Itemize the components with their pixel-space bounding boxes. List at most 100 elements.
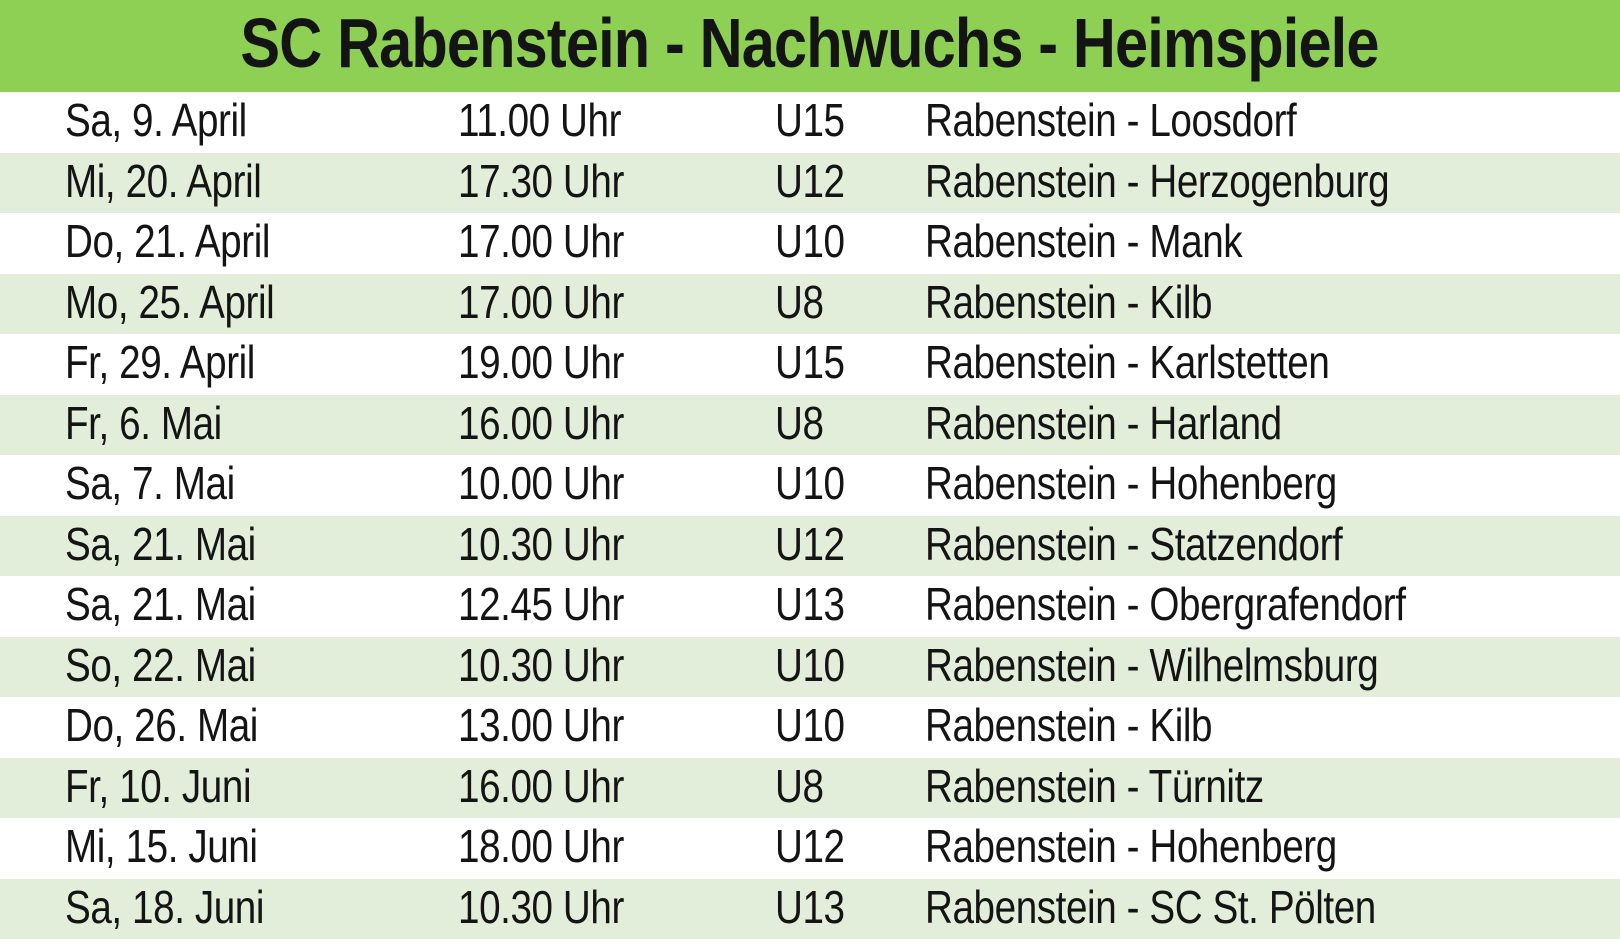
team-category-cell: U8 [775, 400, 925, 450]
match-date-cell: Fr, 6. Mai [65, 400, 458, 450]
table-row: Fr, 10. Juni 16.00 Uhr U8 Rabenstein - T… [0, 757, 1620, 818]
table-row: Mi, 15. Juni 18.00 Uhr U12 Rabenstein - … [0, 818, 1620, 879]
match-time-text: 16.00 Uhr [458, 759, 624, 812]
match-date-text: Sa, 7. Mai [65, 457, 235, 510]
fixtures-table: Sa, 9. April 11.00 Uhr U15 Rabenstein - … [0, 92, 1620, 939]
match-date-text: Sa, 9. April [65, 94, 247, 147]
match-time-cell: 10.30 Uhr [458, 521, 775, 571]
match-time-cell: 11.00 Uhr [458, 97, 775, 147]
match-date-text: Sa, 18. Juni [65, 880, 265, 933]
fixture-cell: Rabenstein - Obergrafendorf [925, 581, 1620, 631]
fixture-text: Rabenstein - Loosdorf [925, 94, 1297, 147]
match-time-text: 10.30 Uhr [458, 638, 624, 691]
match-date-text: Fr, 6. Mai [65, 396, 222, 449]
team-category-text: U8 [775, 275, 824, 328]
match-date-cell: Mo, 25. April [65, 279, 458, 329]
match-time-text: 10.30 Uhr [458, 880, 624, 933]
team-category-cell: U15 [775, 339, 925, 389]
match-time-text: 17.30 Uhr [458, 154, 624, 207]
fixture-cell: Rabenstein - Kilb [925, 702, 1620, 752]
team-category-text: U12 [775, 820, 845, 873]
team-category-cell: U12 [775, 823, 925, 873]
match-time-text: 17.00 Uhr [458, 215, 624, 268]
match-time-cell: 17.00 Uhr [458, 279, 775, 329]
team-category-cell: U13 [775, 884, 925, 934]
match-time-text: 10.30 Uhr [458, 517, 624, 570]
match-time-text: 16.00 Uhr [458, 396, 624, 449]
team-category-cell: U8 [775, 279, 925, 329]
team-category-text: U15 [775, 94, 845, 147]
fixture-text: Rabenstein - Hohenberg [925, 457, 1337, 510]
team-category-text: U12 [775, 517, 845, 570]
match-time-cell: 10.30 Uhr [458, 642, 775, 692]
fixture-text: Rabenstein - Kilb [925, 275, 1213, 328]
fixture-text: Rabenstein - Herzogenburg [925, 154, 1390, 207]
table-row: Mi, 20. April 17.30 Uhr U12 Rabenstein -… [0, 152, 1620, 213]
team-category-cell: U10 [775, 218, 925, 268]
match-date-cell: Sa, 7. Mai [65, 460, 458, 510]
match-date-text: Do, 26. Mai [65, 699, 258, 752]
match-time-text: 13.00 Uhr [458, 699, 624, 752]
team-category-text: U10 [775, 215, 845, 268]
match-date-cell: Do, 26. Mai [65, 702, 458, 752]
fixture-text: Rabenstein - Karlstetten [925, 336, 1330, 389]
match-time-cell: 17.30 Uhr [458, 158, 775, 208]
table-row: Fr, 6. Mai 16.00 Uhr U8 Rabenstein - Har… [0, 394, 1620, 455]
table-row: Sa, 7. Mai 10.00 Uhr U10 Rabenstein - Ho… [0, 455, 1620, 516]
fixture-cell: Rabenstein - Harland [925, 400, 1620, 450]
match-date-cell: Fr, 10. Juni [65, 763, 458, 813]
match-date-text: Mi, 15. Juni [65, 820, 258, 873]
fixture-cell: Rabenstein - SC St. Pölten [925, 884, 1620, 934]
fixture-text: Rabenstein - SC St. Pölten [925, 880, 1376, 933]
fixture-cell: Rabenstein - Statzendorf [925, 521, 1620, 571]
match-date-cell: Mi, 15. Juni [65, 823, 458, 873]
match-date-cell: Sa, 21. Mai [65, 581, 458, 631]
match-time-text: 10.00 Uhr [458, 457, 624, 510]
table-row: Sa, 9. April 11.00 Uhr U15 Rabenstein - … [0, 92, 1620, 153]
team-category-text: U13 [775, 578, 845, 631]
match-date-text: Mi, 20. April [65, 154, 262, 207]
team-category-text: U15 [775, 336, 845, 389]
match-date-cell: Mi, 20. April [65, 158, 458, 208]
table-row: Sa, 21. Mai 10.30 Uhr U12 Rabenstein - S… [0, 515, 1620, 576]
table-row: So, 22. Mai 10.30 Uhr U10 Rabenstein - W… [0, 636, 1620, 697]
match-date-cell: Sa, 21. Mai [65, 521, 458, 571]
fixture-text: Rabenstein - Wilhelmsburg [925, 638, 1379, 691]
match-date-cell: Sa, 18. Juni [65, 884, 458, 934]
match-time-text: 11.00 Uhr [458, 94, 622, 147]
match-date-text: Do, 21. April [65, 215, 271, 268]
match-time-cell: 10.00 Uhr [458, 460, 775, 510]
match-time-text: 18.00 Uhr [458, 820, 624, 873]
match-date-cell: So, 22. Mai [65, 642, 458, 692]
fixture-text: Rabenstein - Mank [925, 215, 1243, 268]
match-date-cell: Fr, 29. April [65, 339, 458, 389]
team-category-cell: U10 [775, 642, 925, 692]
team-category-cell: U10 [775, 460, 925, 510]
match-time-text: 12.45 Uhr [458, 578, 624, 631]
match-date-text: Mo, 25. April [65, 275, 275, 328]
fixture-text: Rabenstein - Kilb [925, 699, 1213, 752]
team-category-cell: U12 [775, 158, 925, 208]
team-category-text: U8 [775, 396, 824, 449]
team-category-cell: U10 [775, 702, 925, 752]
match-date-text: Fr, 10. Juni [65, 759, 252, 812]
fixture-cell: Rabenstein - Karlstetten [925, 339, 1620, 389]
team-category-text: U10 [775, 699, 845, 752]
match-date-cell: Do, 21. April [65, 218, 458, 268]
match-date-text: Fr, 29. April [65, 336, 255, 389]
match-time-cell: 16.00 Uhr [458, 400, 775, 450]
team-category-cell: U8 [775, 763, 925, 813]
page-title: SC Rabenstein - Nachwuchs - Heimspiele [240, 4, 1380, 82]
fixture-text: Rabenstein - Türnitz [925, 759, 1264, 812]
match-date-text: Sa, 21. Mai [65, 517, 256, 570]
team-category-cell: U12 [775, 521, 925, 571]
match-date-cell: Sa, 9. April [65, 97, 458, 147]
fixture-cell: Rabenstein - Mank [925, 218, 1620, 268]
team-category-text: U8 [775, 759, 824, 812]
match-time-cell: 19.00 Uhr [458, 339, 775, 389]
match-date-text: So, 22. Mai [65, 638, 256, 691]
table-row: Sa, 21. Mai 12.45 Uhr U13 Rabenstein - O… [0, 576, 1620, 637]
title-band: SC Rabenstein - Nachwuchs - Heimspiele [0, 0, 1620, 92]
match-time-text: 19.00 Uhr [458, 336, 624, 389]
